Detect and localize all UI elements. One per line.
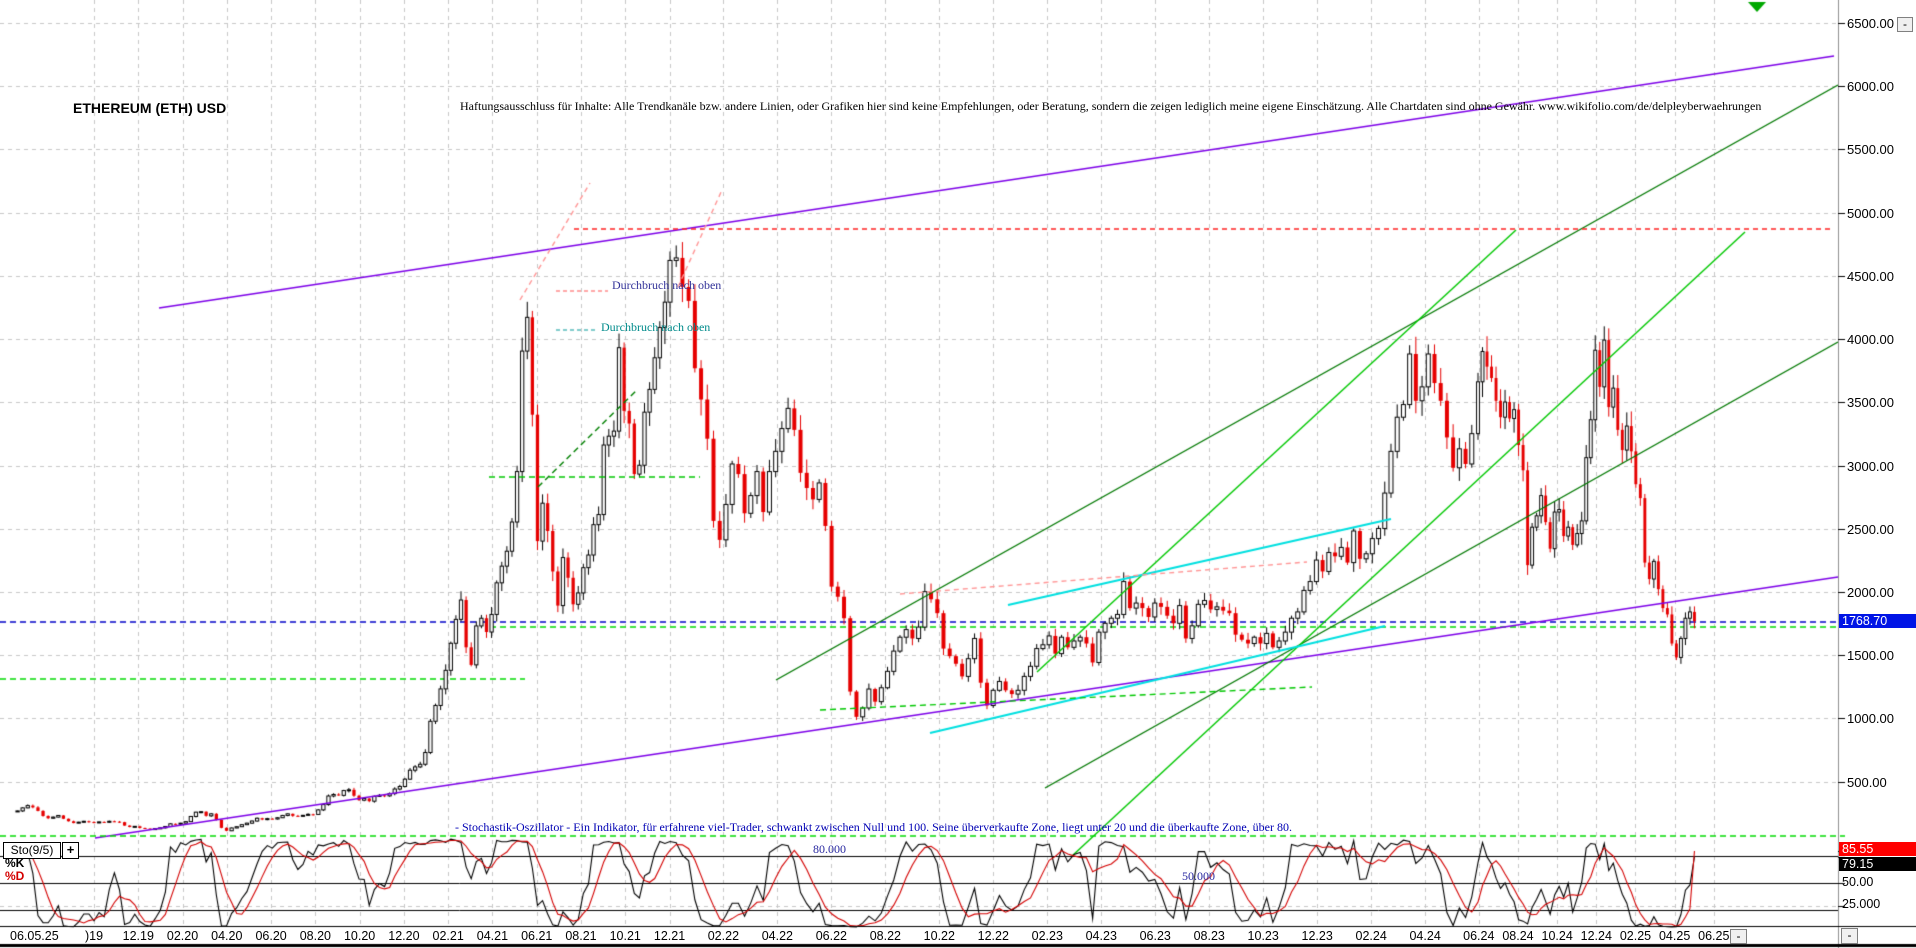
oscillator-axis-50: 50.00: [1842, 875, 1874, 889]
x-axis-label: 08.24: [1502, 929, 1534, 943]
x-axis-label: 12.23: [1301, 929, 1333, 943]
y-axis-label: 3500.00: [1847, 395, 1894, 411]
y-axis-label: 5500.00: [1847, 142, 1894, 158]
stochastic-settings-button[interactable]: Sto(9/5): [3, 842, 61, 859]
y-axis-label: 4500.00: [1847, 268, 1894, 284]
x-axis-label: 04.23: [1085, 929, 1117, 943]
y-axis-label: 2000.00: [1847, 584, 1894, 600]
y-axis-label: 4000.00: [1847, 332, 1894, 348]
y-axis-label: 6000.00: [1847, 79, 1894, 95]
stochastic-k-value-badge: 79.15: [1839, 857, 1916, 871]
x-axis-label: 06.20: [255, 929, 287, 943]
x-axis-label: 04.21: [476, 929, 509, 943]
x-axis-label: 10.23: [1247, 929, 1279, 943]
annotation-breakout-up-2: Durchbruch nach oben: [601, 320, 711, 334]
corner-minus-button[interactable]: -: [1841, 928, 1858, 944]
oscillator-level-50-label: 50.000: [1182, 869, 1215, 883]
x-axis-label: 06.24: [1463, 929, 1495, 943]
y-axis-label: 2500.00: [1847, 521, 1894, 537]
x-axis-label: 02.23: [1031, 929, 1063, 943]
stochastic-d-label: %D: [5, 869, 25, 883]
x-axis-label: 10.20: [343, 929, 376, 943]
x-axis-label: 12.24: [1580, 929, 1612, 943]
snapshot-date-label: 06.05.25: [10, 929, 59, 943]
x-axis-label: 06.23: [1139, 929, 1171, 943]
x-axis-label: 04.22: [761, 929, 793, 943]
x-axis-label: 10.24: [1541, 929, 1573, 943]
oscillator-axis-25: 25.000: [1842, 897, 1881, 911]
x-axis-label: 08.22: [869, 929, 901, 943]
stochastic-d-value-badge: 85.55: [1839, 842, 1916, 856]
chart-title: ETHEREUM (ETH) USD: [73, 100, 227, 116]
y-axis-label: 1000.00: [1847, 711, 1894, 727]
x-axis-label: 10.21: [609, 929, 641, 943]
x-axis-label: 06.25: [1698, 929, 1730, 943]
x-axis-label: 02.22: [707, 929, 740, 943]
y-axis-label: 5000.00: [1847, 205, 1894, 221]
x-axis-label: 02.24: [1355, 929, 1387, 943]
x-axis-label: 04.20: [211, 929, 243, 943]
x-axis-label: 02.21: [432, 929, 464, 943]
y-axis-label: 6500.00: [1847, 16, 1894, 31]
x-axis-label: 10.22: [923, 929, 955, 943]
x-axis-label: 06.21: [521, 929, 553, 943]
x-axis-label: 12.22: [977, 929, 1009, 943]
x-axis-label: 04.24: [1409, 929, 1441, 943]
stochastic-description: - Stochastik-Oszillator - Ein Indikator,…: [455, 820, 1292, 834]
current-price-tag: 1768.70: [1839, 614, 1916, 628]
x-axis-label: )19: [84, 929, 104, 943]
y-axis-label: 3000.00: [1847, 458, 1894, 474]
x-axis-label: 08.20: [299, 929, 331, 943]
x-axis-label: 08.23: [1193, 929, 1225, 943]
add-indicator-button[interactable]: +: [62, 842, 79, 859]
x-axis-label: 12.20: [388, 929, 420, 943]
x-axis-label: 04.25: [1658, 929, 1691, 943]
collapse-panel-button[interactable]: -: [1897, 17, 1913, 32]
annotation-breakout-up-1: Durchbruch nach oben: [612, 278, 722, 292]
x-axis-label: 02.25: [1619, 929, 1652, 943]
stochastic-k-label: %K: [5, 856, 25, 870]
x-axis-label: 12.21: [653, 929, 686, 943]
oscillator-level-80-label: 80.000: [813, 842, 846, 856]
y-axis-label: 1500.00: [1847, 648, 1894, 664]
disclaimer-text: Haftungsausschluss für Inhalte: Alle Tre…: [460, 99, 1762, 113]
x-axis-label: 06.22: [815, 929, 847, 943]
y-axis-label: 500.00: [1847, 774, 1887, 790]
x-axis-label: 02.20: [166, 929, 199, 943]
zoom-out-button[interactable]: -: [1730, 929, 1747, 944]
x-axis-label: 08.21: [565, 929, 597, 943]
x-axis-label: 12.19: [122, 929, 154, 943]
